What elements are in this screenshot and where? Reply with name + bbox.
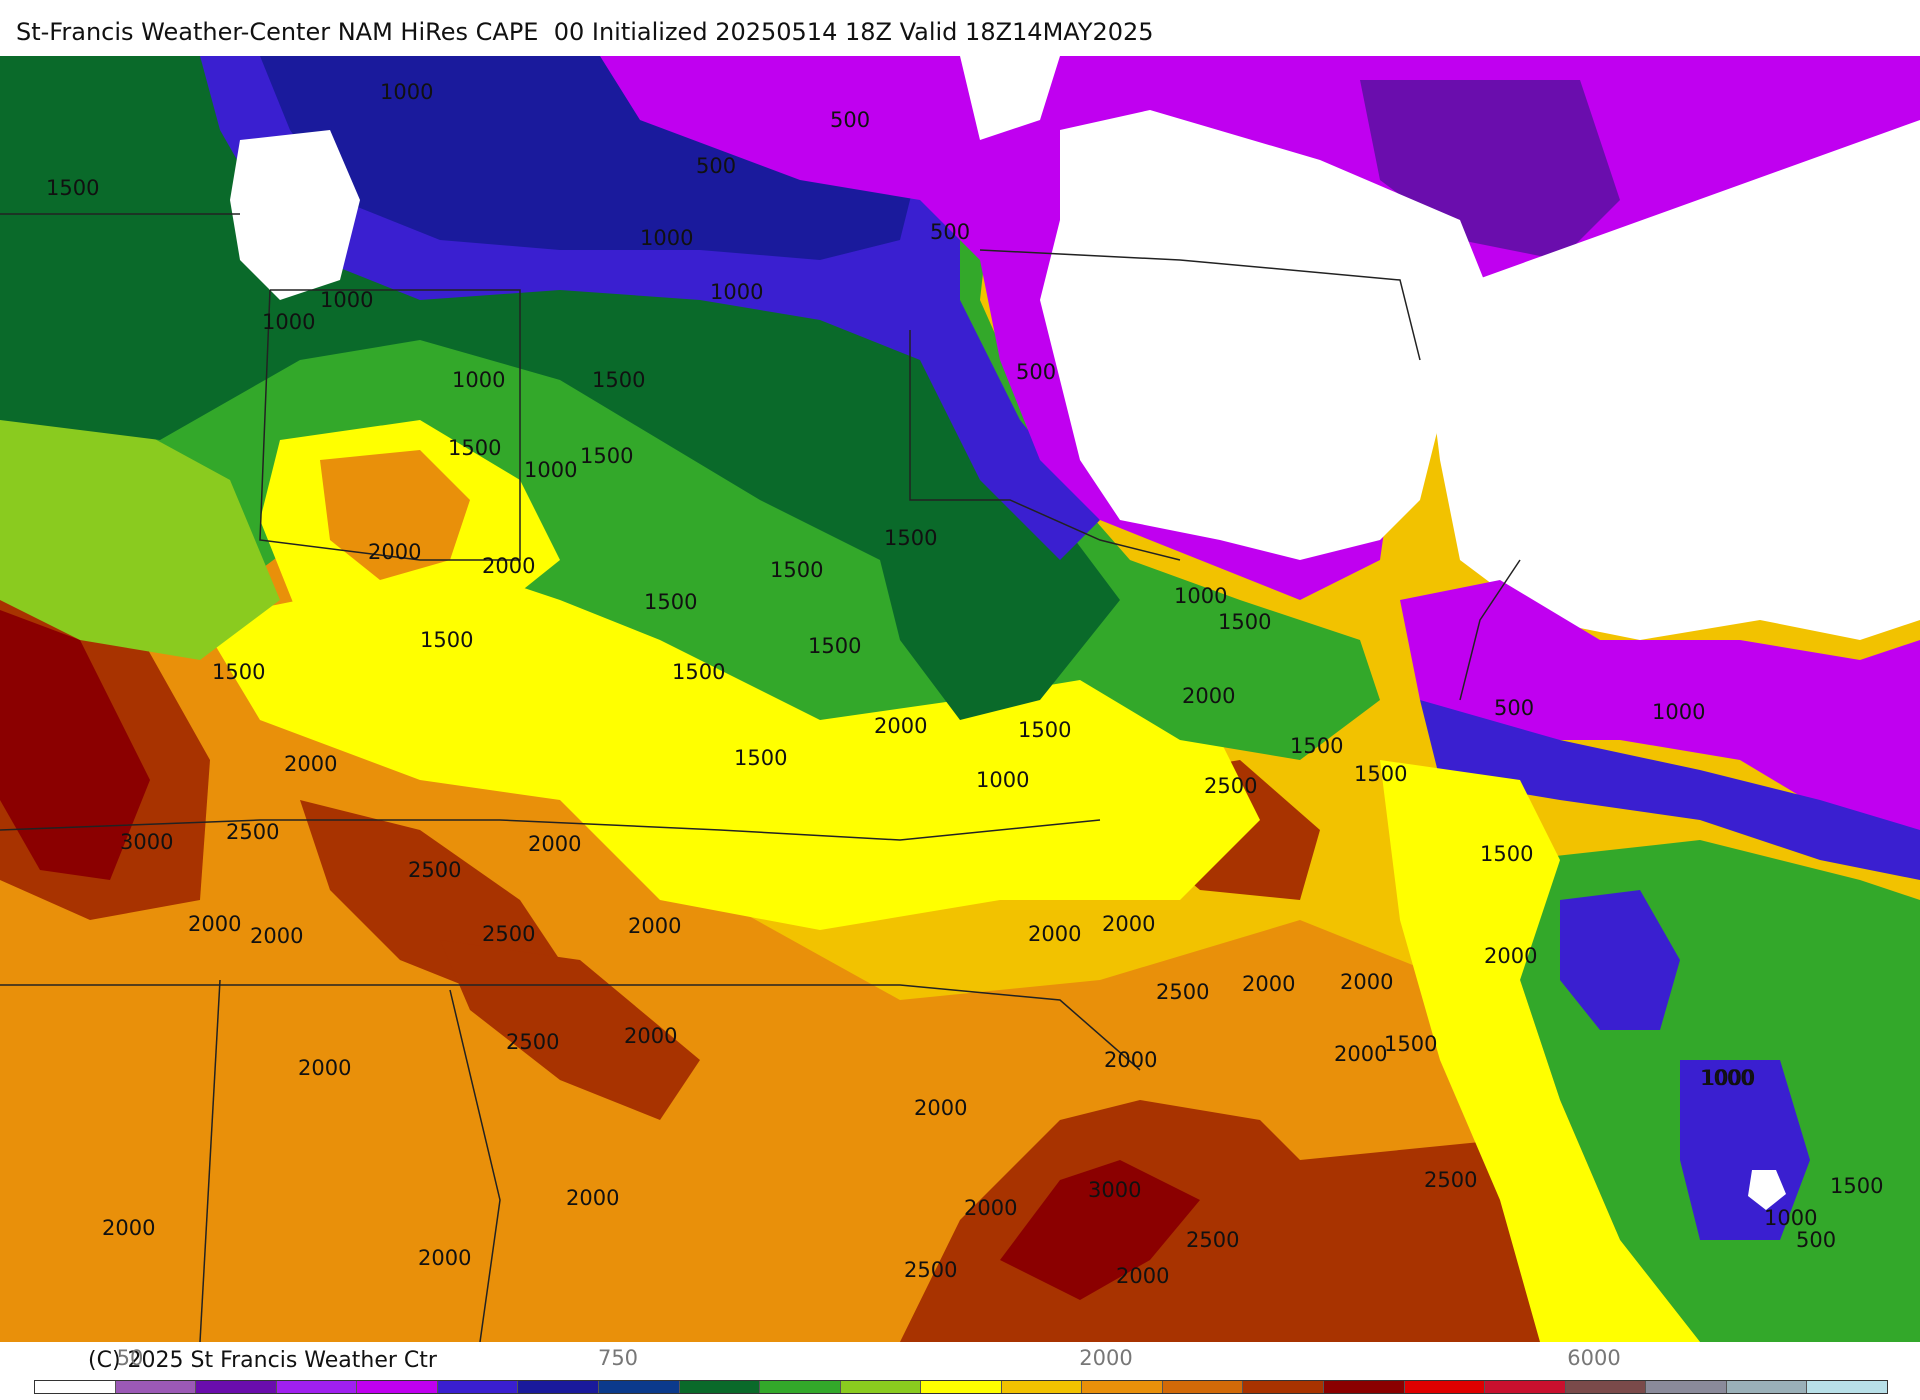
colorbar-swatch xyxy=(1726,1381,1808,1393)
colorbar-swatch xyxy=(437,1381,519,1393)
colorbar-swatch xyxy=(1404,1381,1486,1393)
colorbar-swatch xyxy=(35,1381,116,1393)
colorbar-tick-label: 6000 xyxy=(1567,1346,1621,1370)
colorbar-swatch xyxy=(921,1381,1002,1393)
colorbar-swatch xyxy=(1082,1381,1163,1393)
colorbar-swatch xyxy=(196,1381,277,1393)
colorbar-swatch xyxy=(679,1381,761,1393)
field-white-ne xyxy=(1040,110,1500,560)
colorbar-swatch xyxy=(1324,1381,1405,1393)
field-blue-offshore-s xyxy=(1560,890,1680,1030)
field-white-top xyxy=(960,56,1060,140)
colorbar-swatch xyxy=(518,1381,599,1393)
colorbar-swatch xyxy=(598,1381,680,1393)
colorbar-swatch xyxy=(1243,1381,1324,1393)
colorbar-swatch xyxy=(1646,1381,1727,1393)
copyright-credit: (C) 2025 St Francis Weather Ctr xyxy=(88,1348,437,1373)
field-blue-offshore xyxy=(1420,700,1920,880)
field-white-offshore-dot xyxy=(1748,1170,1786,1210)
colorbar-tick-label: 50 xyxy=(116,1346,144,1370)
colorbar-swatch xyxy=(1001,1381,1083,1393)
field-white-ocean xyxy=(1420,120,1920,640)
field-purple-n xyxy=(1360,80,1620,260)
colorbar-swatch xyxy=(276,1381,358,1393)
field-orange-midwest xyxy=(320,450,470,580)
colorbar-swatch xyxy=(760,1381,841,1393)
field-white-lake xyxy=(230,130,360,300)
colorbar-swatch xyxy=(1162,1381,1244,1393)
colorbar-swatch xyxy=(840,1381,922,1393)
colorbar xyxy=(34,1380,1888,1394)
cape-map xyxy=(0,56,1920,1342)
map-title: St-Francis Weather-Center NAM HiRes CAPE… xyxy=(16,18,1154,46)
colorbar-swatch xyxy=(357,1381,438,1393)
colorbar-swatch xyxy=(115,1381,197,1393)
colorbar-tick-label: 2000 xyxy=(1079,1346,1133,1370)
colorbar-swatch xyxy=(1565,1381,1647,1393)
field-darkred-w xyxy=(0,610,150,880)
field-magenta-offshore xyxy=(1400,580,1920,840)
field-yellow-offshore xyxy=(1380,760,1700,1342)
field-lightgreen-w xyxy=(0,420,280,660)
state-borders xyxy=(0,213,1521,1342)
field-darkred-se xyxy=(1000,1160,1200,1300)
colorbar-swatch xyxy=(1807,1381,1887,1393)
colorbar-swatch xyxy=(1485,1381,1566,1393)
colorbar-tick-label: 750 xyxy=(597,1346,639,1370)
